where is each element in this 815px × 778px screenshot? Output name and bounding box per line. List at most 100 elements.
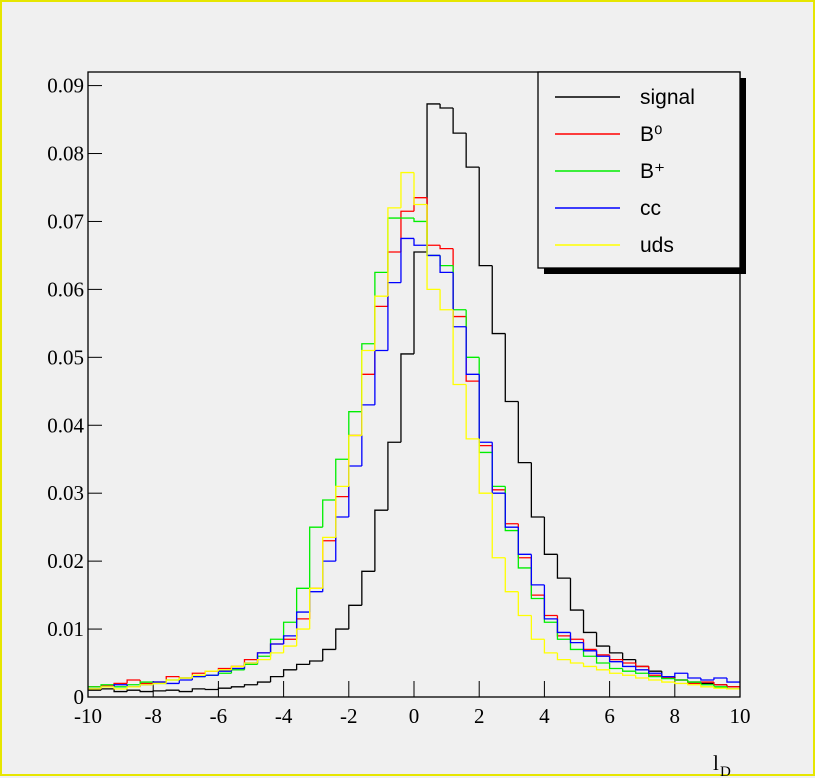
histogram-bin xyxy=(621,673,636,676)
histogram-bin xyxy=(139,684,154,687)
histogram-bin xyxy=(674,682,688,685)
legend-label: signal xyxy=(640,86,695,109)
y-tick-label: 0 xyxy=(74,685,85,709)
histogram-bin xyxy=(295,611,310,636)
histogram-bin xyxy=(582,610,597,634)
histogram-bin xyxy=(700,677,714,681)
histogram-bin xyxy=(556,618,571,634)
x-tick-label: -6 xyxy=(210,704,228,728)
x-tick-label: -4 xyxy=(275,704,293,728)
histogram-bin xyxy=(621,668,636,672)
histogram-bin xyxy=(504,333,519,403)
histogram-bin xyxy=(269,643,284,653)
histogram-bin xyxy=(204,670,219,676)
histogram-bin xyxy=(256,681,271,685)
histogram-bin xyxy=(295,663,310,670)
histogram-bin xyxy=(348,604,362,630)
y-tick-label: 0.06 xyxy=(47,277,84,301)
histogram-bin xyxy=(674,678,688,681)
histogram-bin xyxy=(100,686,115,689)
histogram-bin xyxy=(269,652,284,660)
histogram-bin xyxy=(230,665,245,670)
x-tick-label: 0 xyxy=(409,704,420,728)
histogram-bin xyxy=(335,628,349,650)
histogram-bin xyxy=(165,689,180,691)
histogram-bin xyxy=(661,676,675,680)
histogram-bin xyxy=(439,289,454,311)
histogram-bin xyxy=(113,688,128,693)
legend-box xyxy=(537,71,741,269)
legend-label: B⁺ xyxy=(640,160,665,183)
histogram-bin xyxy=(426,204,441,291)
histogram-bin xyxy=(309,660,323,665)
histogram-bin xyxy=(504,557,519,593)
histogram-bin xyxy=(361,570,375,606)
histogram-bin xyxy=(491,493,506,559)
histogram-bin xyxy=(282,669,297,677)
histogram-bin xyxy=(582,642,597,652)
histogram-bin xyxy=(217,687,232,690)
histogram-bin xyxy=(413,172,428,206)
histogram-bin xyxy=(465,133,480,168)
histogram-bin xyxy=(648,673,662,678)
histogram-bin xyxy=(582,649,597,657)
histogram-bin xyxy=(152,682,167,685)
histogram-bin xyxy=(126,689,141,692)
histogram-bin xyxy=(256,658,271,664)
histogram-bin xyxy=(139,681,154,685)
histogram-bin xyxy=(295,587,310,623)
histogram-bin xyxy=(713,686,727,689)
histogram-bin xyxy=(309,526,323,589)
histogram-bin xyxy=(452,309,467,386)
x-tick-label: 8 xyxy=(670,704,681,728)
histogram-bin xyxy=(335,485,349,538)
histogram-bin xyxy=(569,659,584,664)
histogram-bin xyxy=(452,108,467,134)
histogram-bin xyxy=(295,628,310,647)
histogram-bin xyxy=(465,384,480,440)
histogram-bin xyxy=(687,683,701,686)
histogram-bin xyxy=(556,554,571,579)
histogram-bin xyxy=(661,680,675,683)
y-tick-label: 0.01 xyxy=(47,617,84,641)
y-tick-label: 0.04 xyxy=(47,413,84,437)
histogram-bin xyxy=(530,554,545,586)
histogram-bin xyxy=(530,615,545,640)
histogram-bin xyxy=(569,632,584,644)
y-tick-label: 0.02 xyxy=(47,549,84,573)
histogram-bin xyxy=(700,684,714,688)
histogram-bin xyxy=(504,493,519,528)
histogram-bin xyxy=(100,684,115,687)
histogram-bin xyxy=(387,441,401,511)
plot-frame xyxy=(87,71,741,698)
histogram-bin xyxy=(322,536,336,589)
histogram-bin xyxy=(413,251,428,354)
histogram-bin xyxy=(635,671,649,674)
histogram-bin xyxy=(178,677,193,681)
histogram-bin xyxy=(269,675,284,683)
histogram-bin xyxy=(282,635,297,645)
x-tick-label: -10 xyxy=(74,704,102,728)
histogram-bin xyxy=(608,663,623,670)
histogram-bin xyxy=(387,207,401,297)
x-tick-label: -2 xyxy=(340,704,358,728)
histogram-bin xyxy=(348,434,362,487)
histogram-bin xyxy=(569,578,584,611)
histogram-bin xyxy=(687,673,701,679)
histogram-bin xyxy=(282,645,297,653)
histogram-bin xyxy=(595,666,610,671)
histogram-bin xyxy=(230,686,245,689)
histogram-bin xyxy=(595,632,610,647)
histogram-bin xyxy=(608,669,623,674)
histogram-bin xyxy=(674,672,688,677)
x-tick-label: 2 xyxy=(474,704,485,728)
histogram-bin xyxy=(726,688,740,690)
x-tick-label: -8 xyxy=(144,704,162,728)
legend-label: uds xyxy=(640,234,674,257)
histogram-bin xyxy=(322,499,336,528)
histogram-bin xyxy=(413,218,428,223)
histogram-bin xyxy=(478,167,493,267)
y-tick-label: 0.03 xyxy=(47,481,84,505)
histogram-bin xyxy=(556,652,571,661)
histogram-bin xyxy=(439,103,454,109)
